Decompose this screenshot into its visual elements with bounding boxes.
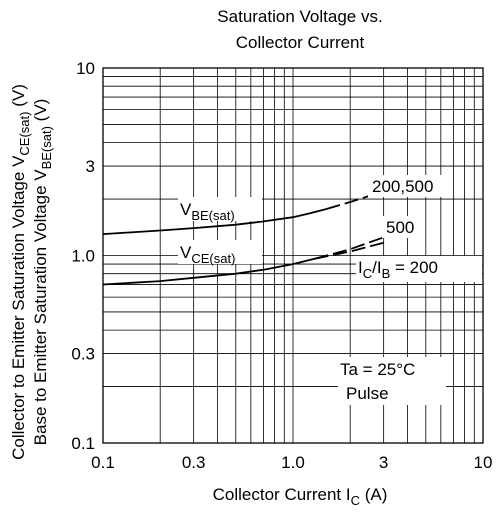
x-tick-label: 1.0 xyxy=(281,453,305,472)
x-tick-label: 0.3 xyxy=(182,453,206,472)
series-line-solid xyxy=(102,257,315,286)
x-axis-label: Collector Current IC (A) xyxy=(213,485,388,508)
vce-label-bg xyxy=(178,240,262,264)
ratio-label-bg xyxy=(356,256,482,282)
y-axis-label-line2: Base to Emitter Saturation Voltage VBE(s… xyxy=(31,99,54,446)
y-tick-label: 0.1 xyxy=(71,434,95,453)
chart-title-line2: Collector Current xyxy=(236,33,365,52)
x-tick-label: 10 xyxy=(474,453,493,472)
tick-labels: 0.1 0.3 1.0 3 10 0.1 0.3 1.0 3 10 xyxy=(71,59,492,472)
y-tick-label: 1.0 xyxy=(71,247,95,266)
y-axis-label-line1: Collector to Emitter Saturation Voltage … xyxy=(9,84,32,460)
x-tick-label: 0.1 xyxy=(91,453,115,472)
vce-sat-label: VCE(sat) xyxy=(180,243,235,266)
label-200-500: 200,500 xyxy=(372,177,433,196)
y-tick-label: 10 xyxy=(76,59,95,78)
label-500-bg xyxy=(382,216,422,238)
series-group xyxy=(102,190,385,286)
chart-title-line1: Saturation Voltage vs. xyxy=(217,7,382,26)
y-tick-label: 0.3 xyxy=(71,345,95,364)
vbe-label-bg xyxy=(178,197,262,221)
label-200-500-bg xyxy=(368,175,450,197)
x-tick-label: 3 xyxy=(379,453,388,472)
vbe-sat-label: VBE(sat) xyxy=(180,200,235,223)
ratio-label: IC/IB = 200 xyxy=(358,258,438,281)
plot-frame xyxy=(102,67,484,444)
conditions-line1: Ta = 25°C xyxy=(340,360,415,379)
label-500: 500 xyxy=(386,218,414,237)
series-line-solid xyxy=(102,208,327,235)
y-tick-label: 3 xyxy=(86,157,95,176)
conditions-line2: Pulse xyxy=(346,384,389,403)
series-line-dashed xyxy=(314,241,384,260)
conditions-bg xyxy=(338,357,446,405)
